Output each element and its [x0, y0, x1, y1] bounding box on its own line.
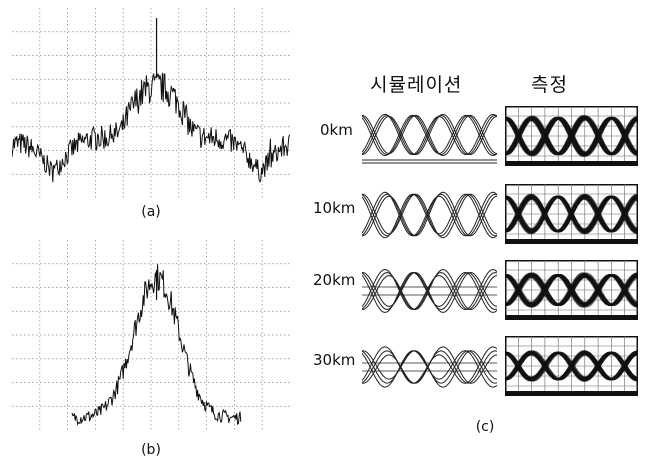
spectrum-plot-b [12, 240, 290, 430]
caption-b: (b) [141, 442, 161, 458]
eye-meas-10km [505, 184, 638, 244]
measured-eye-plot [505, 336, 638, 396]
eye-sim-0km [362, 106, 497, 164]
spectrum-trace [12, 72, 290, 183]
spectrum-panel-a [12, 8, 290, 198]
eye-meas-0km [505, 106, 638, 166]
distance-label-10km: 10km [313, 199, 356, 217]
measured-eye-plot [505, 260, 638, 320]
measured-eye-plot [505, 184, 638, 244]
simulation-eye-plot [362, 269, 497, 313]
distance-label-30km: 30km [313, 351, 356, 369]
grid [12, 240, 290, 430]
measured-eye-plot [505, 106, 638, 166]
simulation-eye-plot [362, 191, 497, 239]
eye-sim-20km [362, 262, 497, 320]
distance-label-0km: 0km [320, 121, 353, 139]
eye-meas-20km [505, 260, 638, 320]
simulation-eye-plot [362, 346, 497, 388]
caption-a: (a) [141, 204, 161, 220]
spectrum-panel-b [12, 240, 290, 430]
column-header-measurement: 측정 [531, 74, 568, 96]
distance-label-20km: 20km [313, 271, 356, 289]
eye-sim-30km [362, 338, 497, 396]
column-header-simulation: 시뮬레이션 [370, 74, 463, 96]
eye-meas-30km [505, 336, 638, 396]
spectrum-plot-a [12, 8, 290, 198]
caption-c: (c) [475, 419, 495, 435]
simulation-eye-plot [362, 113, 497, 164]
eye-sim-10km [362, 186, 497, 244]
